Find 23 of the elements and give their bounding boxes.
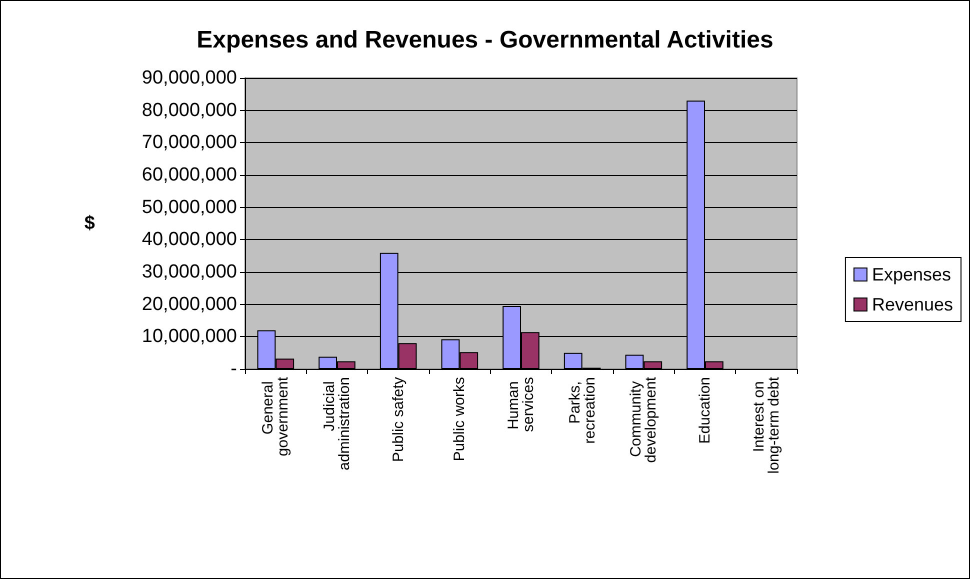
legend-label: Revenues (872, 294, 954, 314)
x-tick-label: Public works (451, 377, 468, 462)
y-axis-title: $ (84, 213, 96, 234)
x-tick-label: Human services (505, 377, 537, 432)
y-tick-label: 40,000,000 (142, 229, 237, 250)
x-tick-label: Judicial administration (321, 377, 353, 470)
y-tick-label: 80,000,000 (142, 100, 237, 121)
legend-label: Expenses (872, 264, 952, 284)
x-tick-label: Interest on long-term debt (750, 376, 782, 474)
y-tick-label: 90,000,000 (142, 68, 237, 88)
y-tick-label: - (230, 358, 237, 380)
y-tick-label: 20,000,000 (142, 294, 237, 315)
x-tick-label: Community development (628, 376, 660, 463)
y-tick-label: 50,000,000 (142, 196, 237, 218)
x-tick-label: Parks, recreation (566, 377, 598, 444)
x-tick-label: General government (260, 376, 292, 456)
y-tick-label: 70,000,000 (142, 132, 237, 154)
x-tick-label: Public safety (390, 376, 407, 462)
y-tick-label: 30,000,000 (142, 262, 237, 282)
y-tick-label: 60,000,000 (142, 164, 237, 186)
x-tick-label: Education (696, 377, 714, 444)
chart-title: Expenses and Revenues - Governmental Activities (196, 26, 774, 54)
y-tick-label: 10,000,000 (142, 326, 237, 348)
